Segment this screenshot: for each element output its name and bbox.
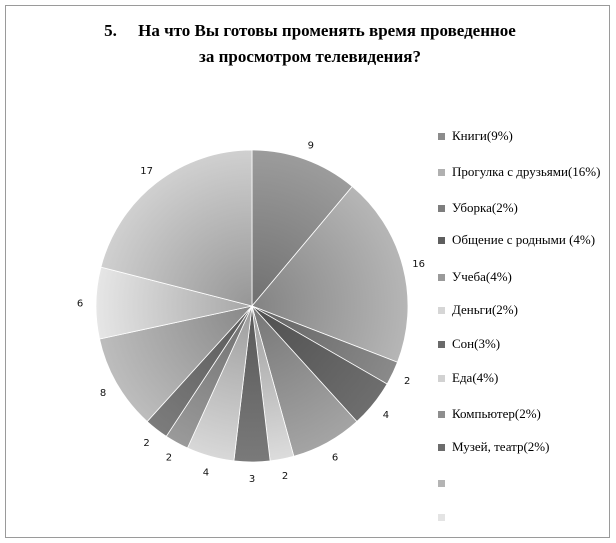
slice-value-label-5: 2 [282,471,288,482]
legend-swatch [438,341,445,348]
slice-value-label-0: 9 [308,140,314,151]
legend-label: Музей, театр(2%) [452,439,550,454]
legend-label: Учеба(4%) [452,269,512,284]
legend-swatch [438,480,445,487]
slice-value-label-10: 8 [100,388,106,399]
legend-swatch [438,237,445,244]
pie-slice-0 [251,149,353,308]
legend-label: Книги(9%) [452,128,513,143]
chart-title: 5. На что Вы готовы променять время прове… [40,18,580,70]
question-number: 5. [104,21,117,40]
slice-value-label-11: 6 [77,299,83,310]
legend-label: Еда(4%) [452,370,499,385]
legend-label: Компьютер(2%) [452,406,541,421]
pie-slice-12 [100,149,253,307]
slice-value-label-4: 6 [332,453,338,464]
legend-swatch [438,274,445,281]
legend-swatch [438,375,445,382]
legend-swatch [438,169,445,176]
legend-swatch [438,444,445,451]
legend-swatch [438,133,445,140]
slice-value-label-12: 17 [140,166,153,177]
legend-label: Уборка(2%) [452,200,518,215]
legend-label: Прогулка с друзьями(16%) [452,164,601,179]
legend-swatch [438,307,445,314]
slice-value-label-1: 16 [412,259,425,270]
slice-value-label-2: 2 [404,376,410,387]
slice-value-label-7: 4 [203,468,209,479]
legend-swatch [438,514,445,521]
slice-value-label-9: 2 [143,438,149,449]
pie-slice-1 [251,185,409,363]
pie-slice-10 [99,305,254,423]
legend-label: Общение с родными (4%) [452,232,596,247]
legend-swatch [438,205,445,212]
slice-value-label-3: 4 [383,410,389,421]
title-line-1: На что Вы готовы променять время проведе… [138,21,516,40]
slice-value-label-6: 3 [249,474,255,485]
slice-value-label-8: 2 [166,453,172,464]
legend-label: Сон(3%) [452,336,501,351]
legend-label: Деньги(2%) [452,302,518,317]
legend-swatch [438,411,445,418]
title-line-2: за просмотром телевидения? [199,47,421,66]
